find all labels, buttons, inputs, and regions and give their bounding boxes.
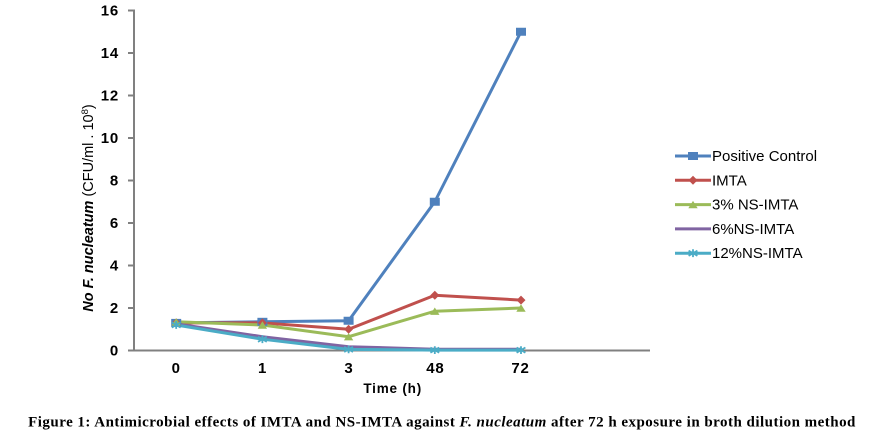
svg-text:IMTA: IMTA — [712, 172, 747, 189]
svg-text:0: 0 — [172, 360, 181, 377]
svg-text:1: 1 — [258, 360, 267, 377]
svg-text:3% NS-IMTA: 3% NS-IMTA — [712, 197, 798, 214]
svg-text:48: 48 — [426, 360, 444, 377]
svg-text:3: 3 — [344, 360, 353, 377]
svg-text:14: 14 — [101, 45, 119, 62]
svg-text:72: 72 — [511, 360, 529, 377]
svg-text:Time (h): Time (h) — [363, 381, 422, 396]
svg-text:Figure 1: Antimicrobial effect: Figure 1: Antimicrobial effects of IMTA … — [28, 415, 856, 431]
svg-text:10: 10 — [101, 130, 119, 147]
svg-text:12%NS-IMTA: 12%NS-IMTA — [712, 245, 803, 262]
svg-text:16: 16 — [101, 3, 119, 20]
svg-text:2: 2 — [110, 300, 119, 317]
svg-text:Positive Control: Positive Control — [712, 148, 817, 165]
svg-text:0: 0 — [110, 343, 119, 360]
svg-text:8: 8 — [110, 173, 119, 190]
svg-text:12: 12 — [101, 88, 119, 105]
svg-text:6%NS-IMTA: 6%NS-IMTA — [712, 221, 794, 238]
svg-text:4: 4 — [110, 258, 119, 275]
svg-text:6: 6 — [110, 215, 119, 232]
svg-text:No F. nucleatum (CFU/ml . 108): No F. nucleatum (CFU/ml . 108) — [80, 104, 98, 312]
